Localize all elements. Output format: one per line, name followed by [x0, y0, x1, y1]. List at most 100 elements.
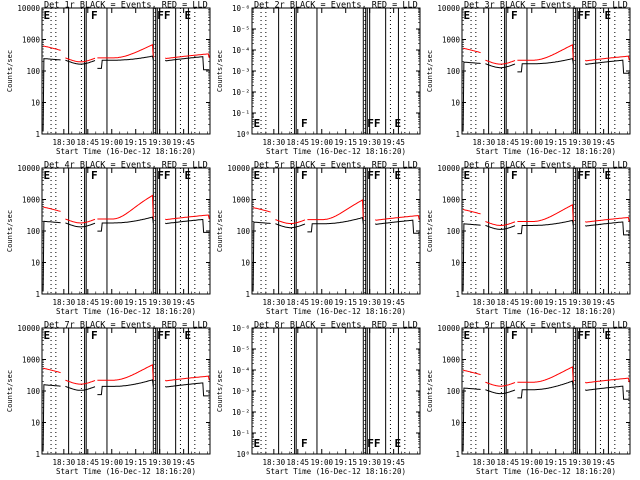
- lld-series-line: [43, 43, 210, 63]
- x-tick-label: 18:30: [53, 458, 76, 467]
- x-tick-label: 19:00: [520, 298, 543, 307]
- detector-panel-8: Det 8r BLACK = Events, RED = LLD 10⁰ 10⁻¹ 1…: [216, 321, 421, 476]
- x-tick-label: 19:00: [310, 138, 333, 147]
- x-tick-label: 19:45: [172, 138, 195, 147]
- panel-title: Det 4r BLACK = Events, RED = LLD: [44, 161, 208, 171]
- x-axis-label: Start Time (16-Dec-12 18:16:20): [476, 467, 616, 476]
- y-axis-label: Counts/sec: [216, 370, 224, 412]
- x-tick-label: 19:45: [592, 138, 615, 147]
- plot-frame: [41, 327, 211, 455]
- lld-series-line: [462, 204, 630, 227]
- x-tick-label: 19:00: [310, 458, 333, 467]
- interval-marker-label: FF: [577, 329, 590, 342]
- interval-marker-label: E: [44, 169, 51, 182]
- detector-panel-9: Det 9r BLACK = Events, RED = LLD 1 10 100 10…: [426, 321, 631, 476]
- y-tick-label: 1: [35, 450, 40, 459]
- x-tick-label: 19:15: [334, 458, 357, 467]
- y-tick-label: 1000: [22, 356, 41, 365]
- plot-frame: [251, 327, 421, 455]
- x-tick-label: 19:15: [334, 298, 357, 307]
- interval-marker-label: F: [91, 169, 98, 182]
- y-tick-label: 10⁰: [236, 130, 250, 139]
- detector-panel-2: Det 2r BLACK = Events, RED = LLD 10⁰ 10⁻¹ 1…: [216, 1, 421, 156]
- y-tick-label: 1000: [442, 196, 461, 205]
- lld-series-line: [462, 44, 630, 65]
- lld-series-line: [252, 199, 420, 224]
- interval-marker-label: E: [184, 329, 191, 342]
- interval-marker-label: FF: [367, 437, 380, 450]
- detector-panel-4: Det 4r BLACK = Events, RED = LLD 1 10 100 10…: [6, 161, 211, 316]
- events-series-line: [42, 379, 210, 452]
- y-tick-label: 10000: [17, 4, 40, 13]
- x-tick-label: 18:45: [287, 458, 310, 467]
- x-tick-label: 18:30: [263, 298, 286, 307]
- y-axis-label: Counts/sec: [6, 50, 14, 92]
- panel-title: Det 3r BLACK = Events, RED = LLD: [464, 1, 628, 11]
- x-axis-label: Start Time (16-Dec-12 18:16:20): [266, 307, 406, 316]
- y-tick-label: 1: [455, 450, 460, 459]
- x-tick-label: 18:30: [263, 138, 286, 147]
- interval-marker-label: F: [91, 9, 98, 22]
- y-tick-label: 10⁻²: [232, 88, 250, 97]
- x-tick-label: 19:30: [568, 138, 591, 147]
- y-tick-label: 1: [35, 290, 40, 299]
- y-tick-label: 100: [446, 387, 460, 396]
- y-tick-label: 1000: [442, 356, 461, 365]
- x-tick-label: 19:30: [148, 138, 171, 147]
- y-tick-label: 10: [241, 259, 251, 268]
- panel-title: Det 6r BLACK = Events, RED = LLD: [464, 161, 628, 171]
- y-tick-label: 10: [31, 419, 41, 428]
- x-axis-label: Start Time (16-Dec-12 18:16:20): [266, 467, 406, 476]
- y-tick-label: 10: [451, 419, 461, 428]
- y-tick-label: 10: [451, 99, 461, 108]
- interval-marker-label: F: [511, 169, 518, 182]
- x-tick-label: 19:30: [568, 298, 591, 307]
- events-series-line: [462, 57, 630, 132]
- y-tick-label: 100: [236, 227, 250, 236]
- y-tick-label: 100: [446, 227, 460, 236]
- lld-series-line: [42, 194, 210, 224]
- y-tick-label: 1000: [442, 36, 461, 45]
- interval-marker-label: FF: [367, 169, 380, 182]
- y-tick-label: 10⁻²: [232, 408, 250, 417]
- interval-marker-label: E: [464, 9, 471, 22]
- x-tick-label: 18:45: [497, 458, 520, 467]
- events-series-line: [462, 219, 630, 292]
- x-tick-label: 19:45: [172, 298, 195, 307]
- plot-frame: [41, 167, 211, 295]
- panel-title: Det 1r BLACK = Events, RED = LLD: [44, 1, 208, 11]
- y-tick-label: 10⁻⁵: [232, 25, 250, 34]
- interval-marker-label: E: [44, 329, 51, 342]
- x-axis-label: Start Time (16-Dec-12 18:16:20): [476, 307, 616, 316]
- y-tick-label: 100: [446, 67, 460, 76]
- x-tick-label: 19:15: [544, 458, 567, 467]
- events-series-line: [252, 216, 420, 292]
- y-tick-label: 1000: [22, 196, 41, 205]
- y-tick-label: 1: [455, 130, 460, 139]
- interval-marker-label: F: [511, 329, 518, 342]
- interval-marker-label: E: [604, 329, 611, 342]
- x-tick-label: 18:45: [77, 298, 100, 307]
- interval-marker-label: F: [91, 329, 98, 342]
- y-tick-label: 10000: [437, 164, 460, 173]
- y-tick-label: 10: [31, 99, 41, 108]
- plot-frame: [251, 167, 421, 295]
- y-tick-label: 100: [26, 67, 40, 76]
- detector-panel-6: Det 6r BLACK = Events, RED = LLD 1 10 100 10…: [426, 161, 631, 316]
- y-tick-label: 100: [26, 387, 40, 396]
- y-tick-label: 1000: [232, 196, 251, 205]
- x-tick-label: 19:15: [544, 298, 567, 307]
- y-axis-label: Counts/sec: [426, 210, 434, 252]
- interval-marker-label: F: [301, 169, 308, 182]
- x-tick-label: 19:45: [382, 298, 405, 307]
- x-tick-label: 19:30: [358, 138, 381, 147]
- interval-marker-label: F: [511, 9, 518, 22]
- detector-panel-7: Det 7r BLACK = Events, RED = LLD 1 10 100 10…: [6, 321, 211, 476]
- y-tick-label: 10⁻³: [232, 387, 250, 396]
- y-tick-label: 10000: [227, 164, 250, 173]
- x-tick-label: 19:45: [592, 298, 615, 307]
- interval-marker-label: E: [44, 9, 51, 22]
- interval-marker-label: FF: [577, 9, 590, 22]
- y-axis-label: Counts/sec: [6, 370, 14, 412]
